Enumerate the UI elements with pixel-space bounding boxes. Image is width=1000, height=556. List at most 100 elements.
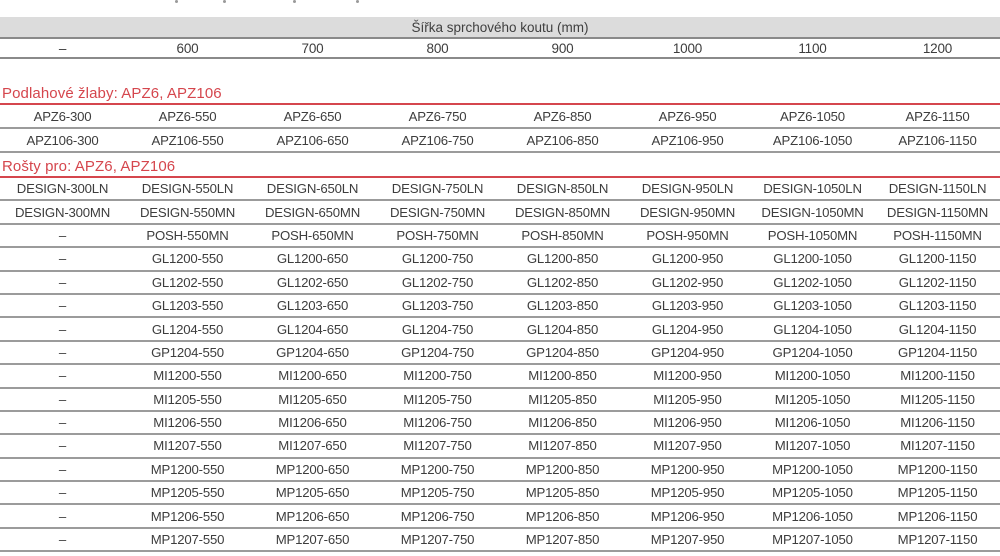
table-row: – MI1206-550 MI1206-650 MI1206-750 MI1206-85…: [0, 411, 1000, 436]
table-cell: GL1202-950: [651, 274, 724, 290]
table-cell: MI1205-650: [278, 391, 347, 407]
table-cell: GL1204-1150: [898, 321, 977, 337]
table-row: – MP1207-550 MP1207-650 MP1207-750 MP1207-85…: [0, 528, 1000, 553]
table-cell: MI1205-1050: [774, 391, 851, 407]
table-cell: –: [58, 274, 67, 290]
clipped-text-speck: [293, 0, 296, 3]
table-cell: DESIGN-1050MN: [761, 204, 864, 220]
table-cell: MP1200-650: [275, 461, 350, 477]
section-heading-rosty-pro: Rošty pro: APZ6, APZ106: [0, 158, 1000, 178]
table-cell: –: [58, 485, 67, 501]
table-cell: –: [58, 227, 67, 243]
table-cell: MI1206-550: [153, 415, 222, 431]
table-cell: POSH-650MN: [271, 227, 354, 243]
table-cell: MP1205-650: [275, 485, 350, 501]
column-header-cell: 700: [301, 40, 324, 56]
table-cell: APZ106-300: [26, 132, 99, 148]
table-row: APZ106-300 APZ106-550 APZ106-650 APZ106-750…: [0, 129, 1000, 153]
table-row: APZ6-300 APZ6-550 APZ6-650 APZ6-750 APZ6-850…: [0, 105, 1000, 129]
column-header-cell: 1100: [798, 40, 827, 56]
table-cell: MI1207-1150: [900, 438, 975, 454]
section-heading-podlahove-zlaby: Podlahové žlaby: APZ6, APZ106: [0, 85, 1000, 105]
table-cell: GL1200-650: [276, 251, 349, 267]
table-cell: MP1200-850: [525, 461, 600, 477]
table-cell: MP1206-1050: [772, 508, 853, 524]
clipped-text-speck: [356, 0, 359, 3]
table-cell: –: [58, 461, 67, 477]
table-cell: GL1202-650: [276, 274, 349, 290]
clipped-text-speck: [223, 0, 226, 3]
table-cell: DESIGN-550LN: [141, 181, 234, 197]
table-cell: POSH-1050MN: [767, 227, 858, 243]
table-cell: MP1206-950: [650, 508, 725, 524]
table-cell: MP1200-950: [650, 461, 725, 477]
table-cell: MP1207-1050: [772, 532, 853, 548]
table-cell: APZ106-1050: [772, 132, 853, 148]
table-cell: MP1205-850: [525, 485, 600, 501]
table-section-rosty-pro: Rošty pro: APZ6, APZ106 DESIGN-300LN DESIG…: [0, 158, 1000, 553]
table-cell: GL1204-550: [151, 321, 224, 337]
table-cell: MP1205-550: [150, 485, 225, 501]
table-cell: MP1207-550: [150, 532, 225, 548]
table-cell: –: [58, 298, 67, 314]
table-title: Šířka sprchového koutu (mm): [411, 19, 589, 35]
table-cell: GP1204-850: [526, 344, 599, 360]
table-cell: MI1205-850: [528, 391, 597, 407]
table-cell: MP1207-850: [525, 532, 600, 548]
table-cell: MP1200-1050: [772, 461, 853, 477]
table-cell: MP1206-850: [525, 508, 600, 524]
table-cell: APZ6-750: [408, 108, 467, 124]
table-cell: MI1205-750: [403, 391, 472, 407]
table-cell: APZ106-650: [276, 132, 349, 148]
table-cell: MI1200-1050: [774, 368, 851, 384]
table-cell: DESIGN-850MN: [514, 204, 611, 220]
table-cell: DESIGN-850LN: [516, 181, 609, 197]
table-cell: MI1200-850: [528, 368, 597, 384]
table-cell: MP1205-950: [650, 485, 725, 501]
table-cell: DESIGN-300MN: [14, 204, 111, 220]
table-cell: MP1206-750: [400, 508, 475, 524]
clipped-text-speck: [175, 0, 178, 3]
table-cell: MP1200-750: [400, 461, 475, 477]
column-header-cell: 600: [176, 40, 199, 56]
table-cell: APZ6-650: [283, 108, 342, 124]
table-cell: –: [58, 438, 67, 454]
table-cell: DESIGN-550MN: [139, 204, 236, 220]
table-row: – MI1205-550 MI1205-650 MI1205-750 MI1205-85…: [0, 388, 1000, 412]
table-cell: GL1202-750: [401, 274, 474, 290]
table-cell: MI1207-550: [153, 438, 222, 454]
table-cell: DESIGN-650MN: [264, 204, 361, 220]
table-cell: GP1204-650: [276, 344, 349, 360]
table-row: – MI1200-550 MI1200-650 MI1200-750 MI1200-85…: [0, 365, 1000, 389]
column-header-cell: 900: [551, 40, 574, 56]
table-row: – MP1205-550 MP1205-650 MP1205-750 MP1205-85…: [0, 482, 1000, 506]
table-row: – MI1207-550 MI1207-650 MI1207-750 MI1207-85…: [0, 435, 1000, 459]
table-cell: GL1203-850: [526, 298, 599, 314]
table-cell: MP1205-1150: [897, 485, 978, 501]
table-cell: –: [58, 508, 67, 524]
table-cell: MI1200-750: [403, 368, 472, 384]
table-cell: GL1204-1050: [773, 321, 852, 337]
table-row: – GP1204-550 GP1204-650 GP1204-750 GP1204-85…: [0, 341, 1000, 366]
table-cell: MP1200-1150: [897, 461, 978, 477]
table-cell: APZ106-950: [651, 132, 724, 148]
table-row: – GL1200-550 GL1200-650 GL1200-750 GL1200-85…: [0, 248, 1000, 272]
table-cell: MP1207-650: [275, 532, 350, 548]
table-cell: GL1204-650: [276, 321, 349, 337]
table-cell: MP1200-550: [150, 461, 225, 477]
table-row: – MP1206-550 MP1206-650 MP1206-750 MP1206-85…: [0, 505, 1000, 529]
clipped-text-remnant: [0, 0, 1000, 17]
table-cell: GL1200-550: [151, 251, 224, 267]
table-cell: DESIGN-750MN: [389, 204, 486, 220]
column-header-cell: 1200: [922, 40, 953, 56]
column-header-cell: 1000: [672, 40, 703, 56]
table-cell: MP1206-1150: [897, 508, 978, 524]
table-cell: GL1203-750: [401, 298, 474, 314]
table-cell: MI1206-850: [528, 415, 597, 431]
table-cell: MI1207-950: [653, 438, 722, 454]
table-cell: –: [58, 251, 67, 267]
table-cell: MI1205-1150: [900, 391, 975, 407]
column-header-row: – 600 700 800 900 1000 1100 1200: [0, 39, 1000, 59]
table-cell: MI1205-550: [153, 391, 222, 407]
